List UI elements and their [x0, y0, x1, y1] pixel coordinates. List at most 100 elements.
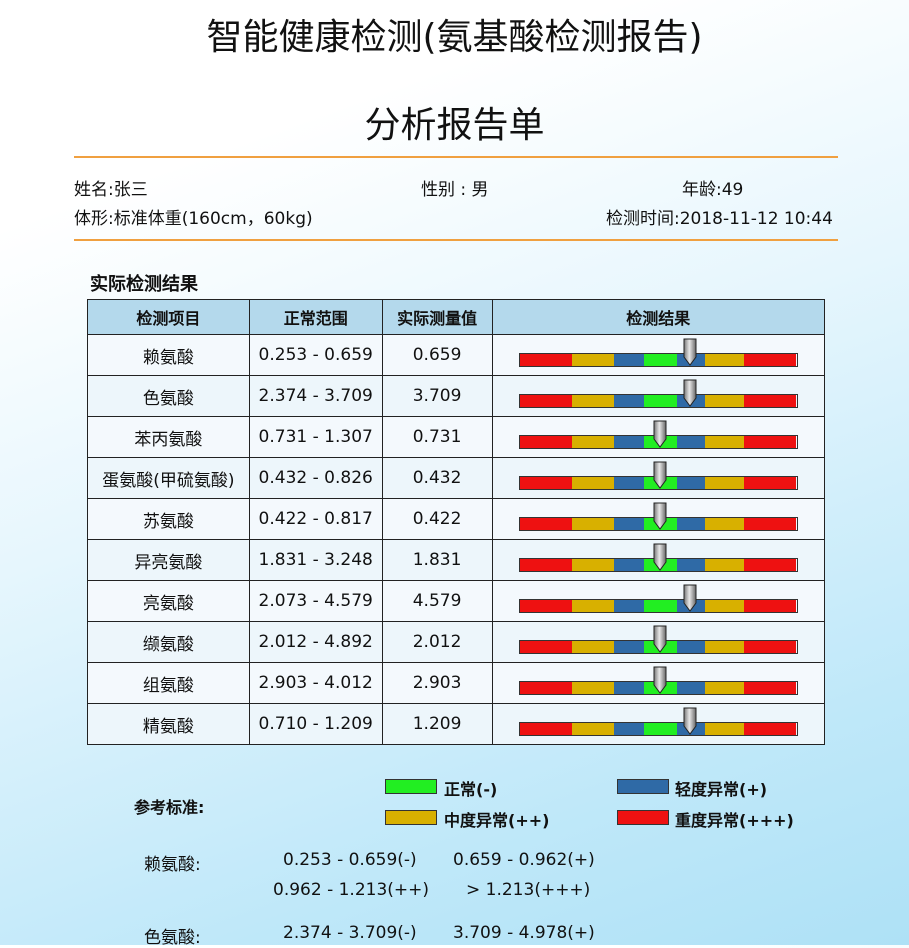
bar-segment	[572, 641, 614, 653]
bar-segment	[613, 600, 645, 612]
result-marker-icon	[653, 461, 667, 489]
bar-segment	[743, 641, 797, 653]
table-row: 赖氨酸 0.253 - 0.659 0.659	[87, 334, 826, 376]
bar-segment	[743, 354, 797, 366]
bar-segment	[519, 477, 573, 489]
bar-segment	[613, 518, 645, 530]
bar-segment	[743, 518, 797, 530]
header-result: 检测结果	[491, 299, 826, 335]
table-row: 异亮氨酸 1.831 - 3.248 1.831	[87, 539, 826, 581]
bar-segment	[705, 682, 744, 694]
results-section-title: 实际检测结果	[90, 274, 198, 295]
bar-segment	[705, 518, 744, 530]
bar-segment	[677, 641, 706, 653]
bar-segment	[743, 682, 797, 694]
result-bar-cell	[491, 416, 826, 458]
patient-gender: 性别 : 男	[421, 180, 489, 200]
bar-segment	[572, 600, 614, 612]
measured-value: 3.709	[381, 375, 493, 417]
legend-severe-label: 重度异常(+++)	[675, 811, 794, 830]
measured-value: 4.579	[381, 580, 493, 622]
bar-segment	[519, 559, 573, 571]
patient-body-type: 体形:标准体重(160cm，60kg)	[74, 209, 313, 229]
table-row: 蛋氨酸(甲硫氨酸) 0.432 - 0.826 0.432	[87, 457, 826, 499]
result-bar-cell	[491, 539, 826, 581]
top-divider	[74, 156, 838, 158]
result-marker-icon	[653, 625, 667, 653]
table-row: 苏氨酸 0.422 - 0.817 0.422	[87, 498, 826, 540]
result-bar	[518, 599, 798, 613]
measured-value: 2.903	[381, 662, 493, 704]
item-name: 精氨酸	[87, 703, 250, 745]
result-bar-cell	[491, 457, 826, 499]
normal-range: 0.731 - 1.307	[248, 416, 383, 458]
bar-segment	[677, 436, 706, 448]
bar-segment	[644, 354, 678, 366]
patient-name: 姓名:张三	[74, 180, 148, 200]
result-bar	[518, 353, 798, 367]
bar-segment	[677, 682, 706, 694]
report-title: 智能健康检测(氨基酸检测报告)	[206, 17, 703, 58]
legend-mild-label: 轻度异常(+)	[675, 780, 768, 799]
bar-segment	[743, 436, 797, 448]
table-row: 精氨酸 0.710 - 1.209 1.209	[87, 703, 826, 745]
bar-segment	[705, 354, 744, 366]
bar-segment	[519, 723, 573, 735]
ref-lysine-moderate: 0.962 - 1.213(++)	[273, 880, 430, 900]
bar-segment	[519, 641, 573, 653]
patient-age: 年龄:49	[682, 180, 744, 200]
bar-segment	[743, 723, 797, 735]
bar-segment	[644, 723, 678, 735]
result-marker-icon	[653, 502, 667, 530]
item-name: 亮氨酸	[87, 580, 250, 622]
table-row: 缬氨酸 2.012 - 4.892 2.012	[87, 621, 826, 663]
result-marker-icon	[653, 543, 667, 571]
ref-tryptophan-name: 色氨酸:	[144, 928, 201, 948]
bar-segment	[572, 518, 614, 530]
result-bar	[518, 722, 798, 736]
table-row: 色氨酸 2.374 - 3.709 3.709	[87, 375, 826, 417]
bar-segment	[572, 559, 614, 571]
bar-segment	[613, 354, 645, 366]
normal-range: 0.422 - 0.817	[248, 498, 383, 540]
results-table: 检测项目 正常范围 实际测量值 检测结果 赖氨酸 0.253 - 0.659 0.6…	[87, 299, 826, 745]
result-bar-cell	[491, 580, 826, 622]
bar-segment	[519, 518, 573, 530]
ref-lysine-name: 赖氨酸:	[144, 855, 201, 875]
normal-range: 2.012 - 4.892	[248, 621, 383, 663]
table-row: 苯丙氨酸 0.731 - 1.307 0.731	[87, 416, 826, 458]
result-bar	[518, 435, 798, 449]
bar-segment	[705, 600, 744, 612]
item-name: 苯丙氨酸	[87, 416, 250, 458]
normal-range: 0.432 - 0.826	[248, 457, 383, 499]
bar-segment	[705, 477, 744, 489]
bar-segment	[743, 559, 797, 571]
result-bar	[518, 394, 798, 408]
result-bar-cell	[491, 334, 826, 376]
bar-segment	[572, 723, 614, 735]
result-bar	[518, 558, 798, 572]
table-row: 亮氨酸 2.073 - 4.579 4.579	[87, 580, 826, 622]
bar-segment	[613, 723, 645, 735]
bar-segment	[644, 395, 678, 407]
report-subtitle: 分析报告单	[364, 105, 545, 146]
bar-segment	[705, 395, 744, 407]
normal-range: 0.253 - 0.659	[248, 334, 383, 376]
table-row: 组氨酸 2.903 - 4.012 2.903	[87, 662, 826, 704]
legend-normal-swatch	[385, 779, 437, 794]
measured-value: 1.831	[381, 539, 493, 581]
info-divider	[74, 239, 838, 241]
bar-segment	[613, 477, 645, 489]
result-bar-cell	[491, 703, 826, 745]
item-name: 色氨酸	[87, 375, 250, 417]
bar-segment	[572, 477, 614, 489]
ref-lysine-normal: 0.253 - 0.659(-)	[283, 850, 417, 870]
legend-moderate-label: 中度异常(++)	[444, 811, 550, 830]
results-header-row: 检测项目 正常范围 实际测量值 检测结果	[87, 299, 826, 335]
bar-segment	[644, 600, 678, 612]
bar-segment	[743, 600, 797, 612]
item-name: 蛋氨酸(甲硫氨酸)	[87, 457, 250, 499]
bar-segment	[572, 682, 614, 694]
bar-segment	[613, 436, 645, 448]
header-value: 实际测量值	[381, 299, 493, 335]
